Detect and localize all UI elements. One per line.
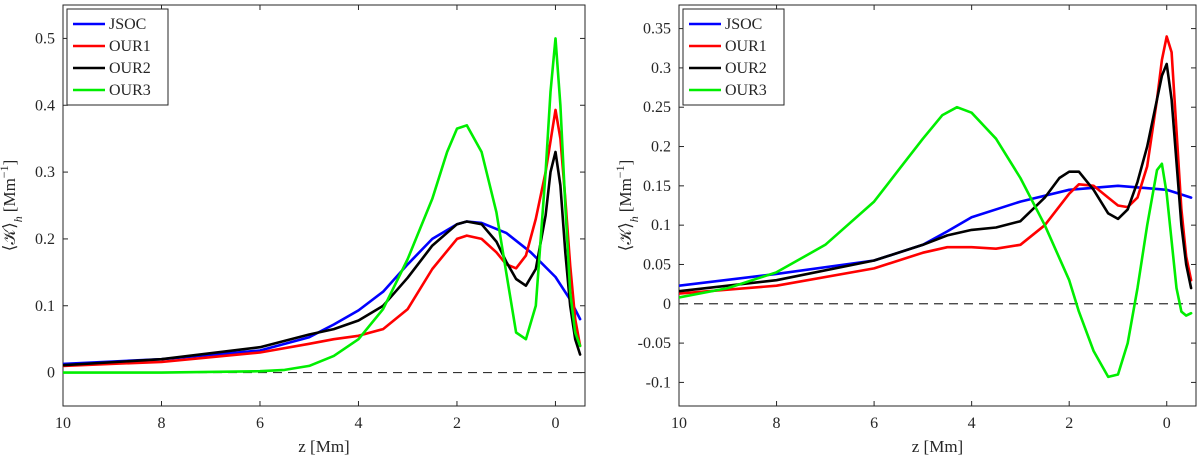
y-tick-label: 0 [663, 296, 671, 313]
y-tick-label: -0.05 [638, 335, 671, 352]
y-tick-label: 0.2 [651, 139, 671, 156]
legend-label-our1: OUR1 [725, 38, 767, 55]
series-line-our1 [679, 35, 1193, 295]
series-line-our3 [63, 37, 582, 374]
chart-panel-1: 10 8 6 4 2 0 0 0.1 0.2 0.3 0.4 0.5 JSOC OUR1 OUR2 OUR3 z… [0, 4, 586, 456]
y-tick-label: 0.2 [35, 231, 55, 248]
legend-label-our1: OUR1 [109, 38, 151, 55]
x-tick-label: 4 [354, 415, 362, 432]
legend: JSOC OUR1 OUR2 OUR3 [66, 8, 169, 106]
legend: JSOC OUR1 OUR2 OUR3 [682, 8, 785, 106]
series-line-our1 [63, 108, 582, 368]
legend-label-our3: OUR3 [725, 82, 767, 99]
legend-label-jsoc: JSOC [109, 16, 146, 33]
x-tick-label: 10 [671, 415, 687, 432]
y-tick-label: 0.35 [643, 21, 671, 38]
y-tick-label: 0.4 [35, 97, 55, 114]
x-tick-label: 6 [256, 415, 264, 432]
y-tick-label: 0.3 [35, 164, 55, 181]
x-tick-label: 2 [453, 415, 461, 432]
x-tick-label: 6 [870, 415, 878, 432]
y-axis-label: ⟨𝒦⟩h[Mm−1] [613, 160, 641, 252]
chart-panel-2: 10 8 6 4 2 0 -0.1 -0.05 0 0.05 0.1 0.15 0.2 0.25 0.3 0.… [613, 4, 1197, 456]
y-tick-label: 0.25 [643, 99, 671, 116]
series-line-our2 [679, 62, 1193, 293]
x-axis-label: z [Mm] [298, 437, 349, 456]
x-tick-label: 8 [157, 415, 165, 432]
x-tick-label: 4 [968, 415, 976, 432]
series-line-our2 [63, 150, 582, 367]
legend-label-our2: OUR2 [109, 60, 151, 77]
series-line-our3 [679, 105, 1193, 379]
legend-label-jsoc: JSOC [725, 16, 762, 33]
y-tick-label: 0 [47, 365, 55, 382]
y-tick-label: 0.05 [643, 256, 671, 273]
x-tick-label: 0 [551, 415, 559, 432]
y-tick-label: 0.3 [651, 60, 671, 77]
y-axis-label: ⟨𝒦⟩h[Mm−1] [0, 160, 25, 252]
y-tick-label: 0.1 [35, 298, 55, 315]
x-tick-label: 2 [1065, 415, 1073, 432]
plot-area [63, 37, 582, 374]
x-tick-label: 8 [773, 415, 781, 432]
y-tick-label: 0.5 [35, 30, 55, 47]
legend-label-our3: OUR3 [109, 82, 151, 99]
y-tick-label: 0.1 [651, 217, 671, 234]
plot-area [679, 35, 1193, 379]
x-tick-label: 10 [55, 415, 71, 432]
y-tick-label: 0.15 [643, 178, 671, 195]
series-line-jsoc [679, 184, 1193, 288]
x-axis-label: z [Mm] [912, 437, 963, 456]
y-tick-label: -0.1 [646, 374, 671, 391]
legend-label-our2: OUR2 [725, 60, 767, 77]
x-tick-label: 0 [1163, 415, 1171, 432]
